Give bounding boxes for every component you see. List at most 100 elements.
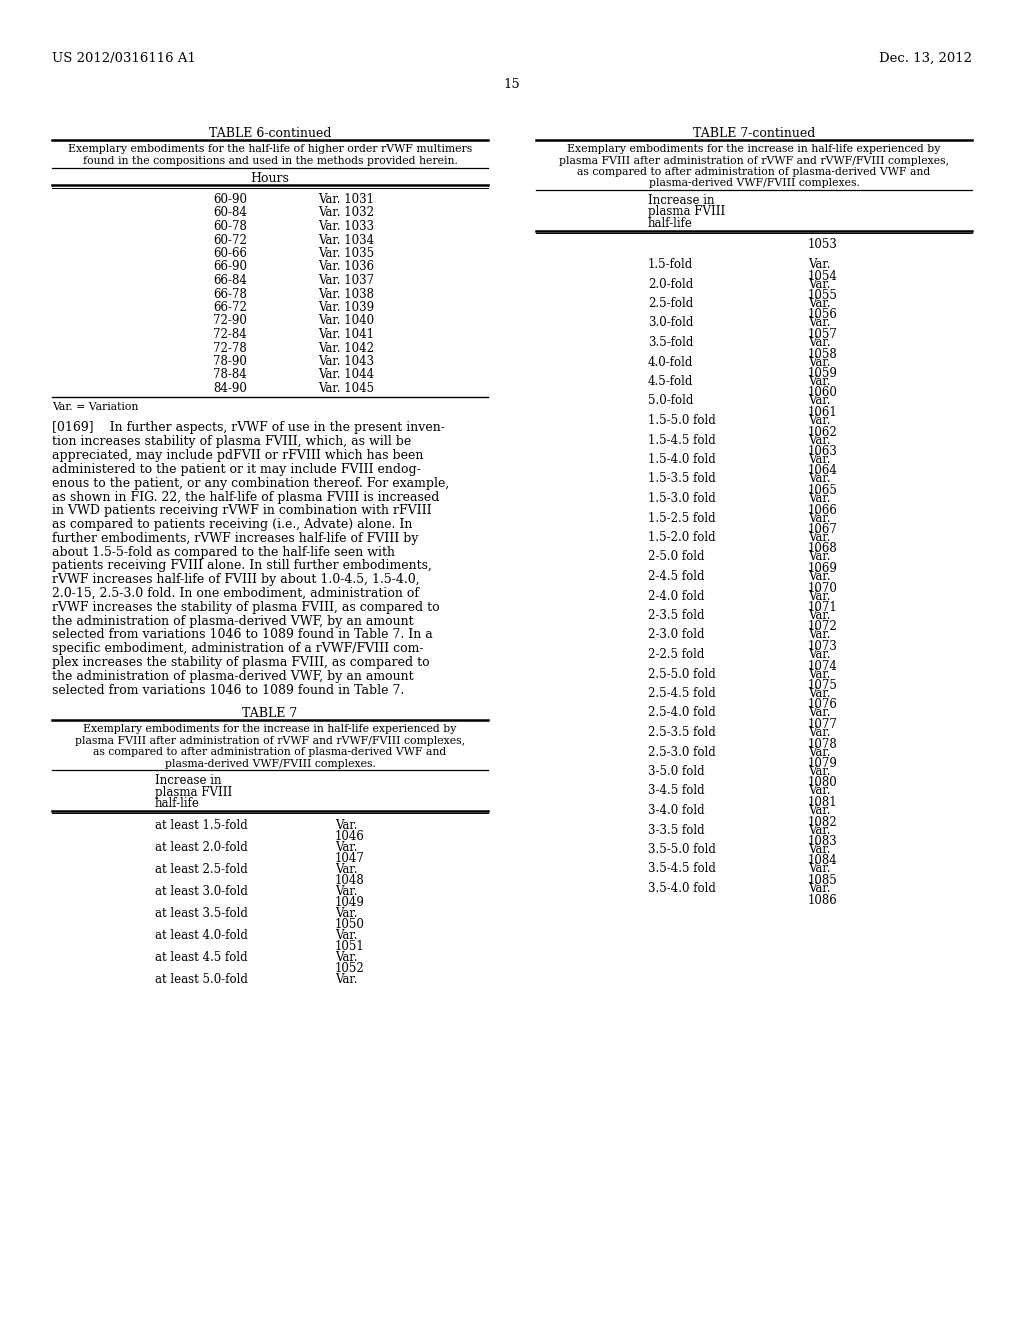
- Text: Var.: Var.: [808, 277, 830, 290]
- Text: 1067: 1067: [808, 523, 838, 536]
- Text: 3.5-4.5 fold: 3.5-4.5 fold: [648, 862, 716, 875]
- Text: Var.: Var.: [808, 375, 830, 388]
- Text: at least 3.0-fold: at least 3.0-fold: [155, 884, 248, 898]
- Text: Var.: Var.: [335, 907, 357, 920]
- Text: Var.: Var.: [808, 297, 830, 310]
- Text: [0169]    In further aspects, rVWF of use in the present inven-: [0169] In further aspects, rVWF of use i…: [52, 421, 444, 434]
- Text: Var.: Var.: [808, 433, 830, 446]
- Text: Var.: Var.: [335, 973, 357, 986]
- Text: the administration of plasma-derived VWF, by an amount: the administration of plasma-derived VWF…: [52, 669, 414, 682]
- Text: at least 2.5-fold: at least 2.5-fold: [155, 863, 248, 876]
- Text: 1072: 1072: [808, 620, 838, 634]
- Text: 84-90: 84-90: [213, 381, 247, 395]
- Text: 1061: 1061: [808, 407, 838, 418]
- Text: enous to the patient, or any combination thereof. For example,: enous to the patient, or any combination…: [52, 477, 450, 490]
- Text: Var.: Var.: [808, 648, 830, 661]
- Text: 1.5-2.0 fold: 1.5-2.0 fold: [648, 531, 716, 544]
- Text: 2.5-5.0 fold: 2.5-5.0 fold: [648, 668, 716, 681]
- Text: 1.5-3.0 fold: 1.5-3.0 fold: [648, 492, 716, 506]
- Text: 1.5-5.0 fold: 1.5-5.0 fold: [648, 414, 716, 426]
- Text: Var.: Var.: [808, 686, 830, 700]
- Text: 1.5-3.5 fold: 1.5-3.5 fold: [648, 473, 716, 486]
- Text: Var.: Var.: [808, 706, 830, 719]
- Text: Var. 1037: Var. 1037: [318, 275, 374, 286]
- Text: 1062: 1062: [808, 425, 838, 438]
- Text: Var.: Var.: [808, 355, 830, 368]
- Text: 66-90: 66-90: [213, 260, 247, 273]
- Text: 2-5.0 fold: 2-5.0 fold: [648, 550, 705, 564]
- Text: Var.: Var.: [335, 950, 357, 964]
- Text: Var.: Var.: [808, 843, 830, 855]
- Text: Var.: Var.: [808, 337, 830, 348]
- Text: found in the compositions and used in the methods provided herein.: found in the compositions and used in th…: [83, 156, 458, 165]
- Text: at least 4.5 fold: at least 4.5 fold: [155, 950, 248, 964]
- Text: 1068: 1068: [808, 543, 838, 556]
- Text: 1082: 1082: [808, 816, 838, 829]
- Text: 66-84: 66-84: [213, 275, 247, 286]
- Text: 1050: 1050: [335, 919, 365, 932]
- Text: selected from variations 1046 to 1089 found in Table 7.: selected from variations 1046 to 1089 fo…: [52, 684, 404, 697]
- Text: plex increases the stability of plasma FVIII, as compared to: plex increases the stability of plasma F…: [52, 656, 430, 669]
- Text: 1065: 1065: [808, 484, 838, 498]
- Text: 60-72: 60-72: [213, 234, 247, 247]
- Text: Var. 1044: Var. 1044: [318, 368, 374, 381]
- Text: Var. 1039: Var. 1039: [318, 301, 374, 314]
- Text: 1053: 1053: [808, 239, 838, 252]
- Text: 3-4.0 fold: 3-4.0 fold: [648, 804, 705, 817]
- Text: plasma FVIII: plasma FVIII: [648, 206, 725, 219]
- Text: 2.5-3.0 fold: 2.5-3.0 fold: [648, 746, 716, 759]
- Text: about 1.5-5-fold as compared to the half-life seen with: about 1.5-5-fold as compared to the half…: [52, 545, 395, 558]
- Text: 2.5-fold: 2.5-fold: [648, 297, 693, 310]
- Text: half-life: half-life: [648, 216, 693, 230]
- Text: at least 4.0-fold: at least 4.0-fold: [155, 929, 248, 942]
- Text: the administration of plasma-derived VWF, by an amount: the administration of plasma-derived VWF…: [52, 615, 414, 628]
- Text: 1066: 1066: [808, 503, 838, 516]
- Text: Var.: Var.: [808, 395, 830, 408]
- Text: Var.: Var.: [808, 628, 830, 642]
- Text: 60-90: 60-90: [213, 193, 247, 206]
- Text: 78-90: 78-90: [213, 355, 247, 368]
- Text: half-life: half-life: [155, 797, 200, 810]
- Text: Var.: Var.: [808, 882, 830, 895]
- Text: 2-4.5 fold: 2-4.5 fold: [648, 570, 705, 583]
- Text: 1054: 1054: [808, 269, 838, 282]
- Text: 1075: 1075: [808, 678, 838, 692]
- Text: Var.: Var.: [808, 570, 830, 583]
- Text: 1076: 1076: [808, 698, 838, 711]
- Text: rVWF increases the stability of plasma FVIII, as compared to: rVWF increases the stability of plasma F…: [52, 601, 439, 614]
- Text: 1064: 1064: [808, 465, 838, 478]
- Text: Var.: Var.: [808, 668, 830, 681]
- Text: Var.: Var.: [808, 766, 830, 777]
- Text: plasma FVIII after administration of rVWF and rVWF/FVIII complexes,: plasma FVIII after administration of rVW…: [75, 737, 465, 746]
- Text: Var.: Var.: [808, 453, 830, 466]
- Text: Var.: Var.: [808, 609, 830, 622]
- Text: further embodiments, rVWF increases half-life of FVIII by: further embodiments, rVWF increases half…: [52, 532, 419, 545]
- Text: Exemplary embodiments for the increase in half-life experienced by: Exemplary embodiments for the increase i…: [83, 725, 457, 734]
- Text: Var.: Var.: [808, 746, 830, 759]
- Text: Var. 1031: Var. 1031: [318, 193, 374, 206]
- Text: 72-90: 72-90: [213, 314, 247, 327]
- Text: selected from variations 1046 to 1089 found in Table 7. In a: selected from variations 1046 to 1089 fo…: [52, 628, 433, 642]
- Text: Var. 1038: Var. 1038: [318, 288, 374, 301]
- Text: 1077: 1077: [808, 718, 838, 731]
- Text: Var. 1033: Var. 1033: [318, 220, 374, 234]
- Text: 2-3.0 fold: 2-3.0 fold: [648, 628, 705, 642]
- Text: 1073: 1073: [808, 640, 838, 653]
- Text: 2.5-3.5 fold: 2.5-3.5 fold: [648, 726, 716, 739]
- Text: 1.5-4.5 fold: 1.5-4.5 fold: [648, 433, 716, 446]
- Text: plasma-derived VWF/FVIII complexes.: plasma-derived VWF/FVIII complexes.: [648, 178, 859, 189]
- Text: Var.: Var.: [808, 317, 830, 330]
- Text: Var.: Var.: [335, 863, 357, 876]
- Text: 1084: 1084: [808, 854, 838, 867]
- Text: rVWF increases half-life of FVIII by about 1.0-4.5, 1.5-4.0,: rVWF increases half-life of FVIII by abo…: [52, 573, 420, 586]
- Text: 1.5-2.5 fold: 1.5-2.5 fold: [648, 511, 716, 524]
- Text: 1055: 1055: [808, 289, 838, 302]
- Text: 1081: 1081: [808, 796, 838, 809]
- Text: 1049: 1049: [335, 896, 365, 909]
- Text: 1059: 1059: [808, 367, 838, 380]
- Text: 1060: 1060: [808, 387, 838, 400]
- Text: Var.: Var.: [808, 862, 830, 875]
- Text: 60-84: 60-84: [213, 206, 247, 219]
- Text: Var. 1034: Var. 1034: [318, 234, 374, 247]
- Text: as compared to after administration of plasma-derived VWF and: as compared to after administration of p…: [578, 168, 931, 177]
